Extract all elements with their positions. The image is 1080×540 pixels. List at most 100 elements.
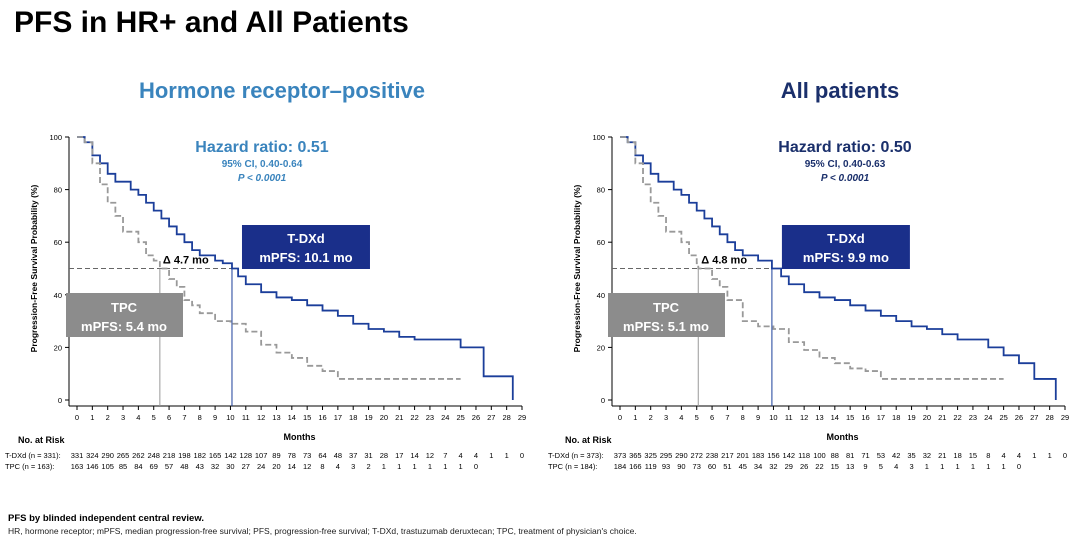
risk-value: 1	[505, 451, 509, 460]
y-tick-label: 60	[54, 238, 62, 247]
x-tick-label: 5	[695, 413, 699, 422]
risk-value: 57	[165, 462, 173, 471]
x-axis-label: Months	[284, 432, 316, 442]
risk-value: 128	[240, 451, 253, 460]
risk-value: 325	[644, 451, 657, 460]
risk-value: 166	[629, 462, 642, 471]
risk-value: 17	[395, 451, 403, 460]
x-tick-label: 21	[395, 413, 403, 422]
p-value: P < 0.0001	[238, 173, 287, 184]
x-tick-label: 9	[756, 413, 760, 422]
tpc-box-mpfs: mPFS: 5.4 mo	[81, 319, 167, 334]
x-tick-label: 2	[106, 413, 110, 422]
x-tick-label: 25	[999, 413, 1007, 422]
page-title: PFS in HR+ and All Patients	[14, 6, 409, 39]
risk-value: 295	[660, 451, 673, 460]
x-tick-label: 8	[198, 413, 202, 422]
risk-value: 165	[209, 451, 222, 460]
x-tick-label: 27	[487, 413, 495, 422]
x-tick-label: 0	[618, 413, 622, 422]
y-axis-label: Progression-Free Survival Probability (%…	[29, 184, 39, 352]
x-tick-label: 6	[167, 413, 171, 422]
risk-value: 265	[117, 451, 130, 460]
x-tick-label: 20	[923, 413, 931, 422]
risk-value: 1	[1048, 451, 1052, 460]
x-tick-label: 19	[364, 413, 372, 422]
risk-value: 78	[288, 451, 296, 460]
risk-value: 7	[443, 451, 447, 460]
y-tick-label: 80	[597, 186, 605, 195]
y-tick-label: 60	[597, 238, 605, 247]
risk-row-label: TPC (n = 184):	[548, 462, 597, 471]
x-tick-label: 29	[518, 413, 526, 422]
risk-value: 5	[879, 462, 883, 471]
risk-table-header: No. at Risk	[18, 435, 66, 445]
y-tick-label: 0	[601, 396, 605, 405]
y-tick-label: 40	[54, 291, 62, 300]
risk-value: 43	[196, 462, 204, 471]
p-value: P < 0.0001	[821, 173, 870, 184]
risk-value: 21	[938, 451, 946, 460]
x-tick-label: 21	[938, 413, 946, 422]
risk-value: 14	[288, 462, 296, 471]
risk-value: 88	[831, 451, 839, 460]
risk-value: 85	[119, 462, 127, 471]
x-tick-label: 3	[664, 413, 668, 422]
x-tick-label: 10	[226, 413, 234, 422]
risk-value: 15	[831, 462, 839, 471]
x-tick-label: 18	[349, 413, 357, 422]
risk-value: 365	[629, 451, 642, 460]
risk-value: 18	[953, 451, 961, 460]
risk-value: 30	[226, 462, 234, 471]
risk-value: 146	[86, 462, 99, 471]
chart-title: Hormone receptor–positive	[139, 78, 425, 103]
risk-value: 331	[71, 451, 84, 460]
risk-value: 32	[211, 462, 219, 471]
y-tick-label: 40	[597, 291, 605, 300]
y-tick-label: 80	[54, 186, 62, 195]
tpc-box-title: TPC	[653, 300, 680, 315]
x-tick-label: 9	[213, 413, 217, 422]
x-tick-label: 2	[649, 413, 653, 422]
risk-value: 142	[224, 451, 237, 460]
risk-value: 1	[382, 462, 386, 471]
y-tick-label: 20	[54, 343, 62, 352]
risk-value: 71	[861, 451, 869, 460]
risk-value: 182	[194, 451, 207, 460]
x-tick-label: 0	[75, 413, 79, 422]
x-tick-label: 7	[182, 413, 186, 422]
tdxd-box-mpfs: mPFS: 9.9 mo	[803, 250, 889, 265]
risk-value: 64	[318, 451, 326, 460]
x-tick-label: 29	[1061, 413, 1069, 422]
x-tick-label: 19	[907, 413, 915, 422]
x-tick-label: 1	[633, 413, 637, 422]
footnote-bicr: PFS by blinded independent central revie…	[8, 513, 205, 524]
x-tick-label: 5	[152, 413, 156, 422]
risk-value: 4	[336, 462, 340, 471]
risk-value: 42	[892, 451, 900, 460]
tpc-median-box	[66, 293, 183, 337]
risk-value: 119	[645, 462, 657, 471]
risk-value: 60	[708, 462, 716, 471]
risk-value: 1	[489, 451, 493, 460]
risk-value: 12	[426, 451, 434, 460]
risk-value: 3	[351, 462, 355, 471]
risk-value: 4	[1002, 451, 1006, 460]
risk-row-label: TPC (n = 163):	[5, 462, 54, 471]
confidence-interval: 95% CI, 0.40-0.64	[222, 159, 303, 170]
risk-value: 248	[147, 451, 160, 460]
risk-value: 1	[971, 462, 975, 471]
risk-value: 1	[956, 462, 960, 471]
x-tick-label: 16	[318, 413, 326, 422]
risk-value: 2	[366, 462, 370, 471]
risk-value: 34	[754, 462, 762, 471]
risk-value: 51	[723, 462, 731, 471]
tdxd-box-title: T-DXd	[827, 231, 865, 246]
tdxd-median-box	[781, 225, 910, 269]
risk-value: 8	[986, 451, 990, 460]
risk-value: 3	[909, 462, 913, 471]
x-tick-label: 26	[1015, 413, 1023, 422]
x-tick-label: 27	[1030, 413, 1038, 422]
